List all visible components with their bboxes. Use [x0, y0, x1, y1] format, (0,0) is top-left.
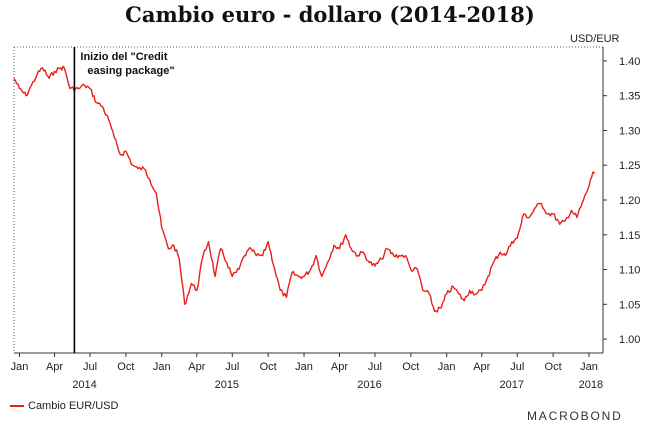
x-tick-label: Jan: [295, 361, 313, 373]
x-tick-label: Jul: [368, 361, 382, 373]
x-tick-label: Oct: [260, 361, 277, 373]
y-tick-label: 1.10: [619, 265, 640, 277]
y-tick-label: 1.20: [619, 195, 640, 207]
x-tick-label: Jan: [11, 361, 29, 373]
y-tick-label: 1.25: [619, 160, 640, 172]
annotation-label-line1: Inizio del "Credit: [80, 51, 167, 63]
x-year-label: 2018: [579, 379, 603, 391]
chart-title: Cambio euro - dollaro (2014-2018): [125, 2, 535, 27]
y-tick-label: 1.30: [619, 125, 640, 137]
x-tick-label: Oct: [402, 361, 419, 373]
x-tick-label: Apr: [473, 361, 490, 373]
x-tick-label: Apr: [46, 361, 63, 373]
x-tick-label: Jul: [225, 361, 239, 373]
x-tick-label: Apr: [331, 361, 348, 373]
x-tick-label: Jan: [580, 361, 598, 373]
x-tick-label: Jan: [438, 361, 456, 373]
x-year-label: 2017: [500, 379, 524, 391]
y-tick-label: 1.05: [619, 299, 640, 311]
x-tick-label: Apr: [188, 361, 205, 373]
x-tick-label: Oct: [117, 361, 134, 373]
y-tick-label: 1.35: [619, 91, 640, 103]
y-axis: 1.00 1.05 1.10 1.15 1.20 1.25 1.30 1.35 1.40: [603, 56, 640, 346]
series-layer: [13, 65, 596, 313]
x-tick-label: Oct: [545, 361, 562, 373]
x-year-label: 2014: [72, 379, 96, 391]
y-tick-label: 1.40: [619, 56, 640, 68]
y-axis-unit-label: USD/EUR: [570, 33, 620, 45]
y-tick-label: 1.15: [619, 230, 640, 242]
brand-logo: MACROBOND: [527, 409, 623, 423]
x-axis: Jan Apr Jul Oct Jan Apr Jul Oct Jan Apr Jul Oct Jan A…: [11, 353, 603, 391]
annotation-label-line2: easing package": [87, 65, 174, 77]
x-tick-label: Jan: [153, 361, 171, 373]
legend-label: Cambio EUR/USD: [28, 400, 119, 412]
y-tick-label: 1.00: [619, 334, 640, 346]
x-tick-label: Jul: [510, 361, 524, 373]
annotation-layer: Inizio del "Credit easing package": [73, 47, 175, 353]
x-year-label: 2016: [357, 379, 381, 391]
legend-swatch: [10, 405, 24, 407]
plot-frame: [13, 46, 604, 354]
series-line-eur-usd: [13, 65, 596, 313]
x-year-label: 2015: [215, 379, 239, 391]
x-tick-label: Jul: [83, 361, 97, 373]
legend: Cambio EUR/USD: [10, 400, 118, 412]
